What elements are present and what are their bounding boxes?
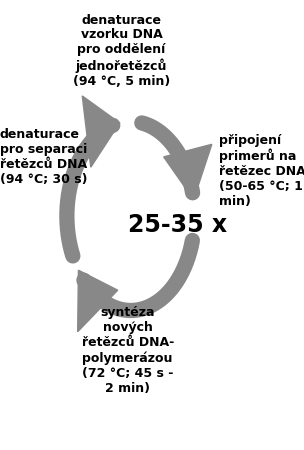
Text: připojení
primerů na
řetězec DNA
(50-65 °C; 1
min): připojení primerů na řetězec DNA (50-65 … <box>219 134 304 208</box>
Polygon shape <box>164 144 212 200</box>
Text: 25-35 x: 25-35 x <box>128 213 227 237</box>
Text: syntéza
nových
řetězců DNA-
polymerázou
(72 °C; 45 s -
2 min): syntéza nových řetězců DNA- polymerázou… <box>81 306 174 395</box>
Text: denaturace
pro separaci
řetězců DNA
(94 °C; 30 s): denaturace pro separaci řetězců DNA (94 … <box>0 129 88 186</box>
Text: denaturace
vzorku DNA
pro oddělení
jednořetězců
(94 °C, 5 min): denaturace vzorku DNA pro oddělení jedno… <box>73 14 170 88</box>
Polygon shape <box>78 270 118 332</box>
Polygon shape <box>82 96 120 167</box>
